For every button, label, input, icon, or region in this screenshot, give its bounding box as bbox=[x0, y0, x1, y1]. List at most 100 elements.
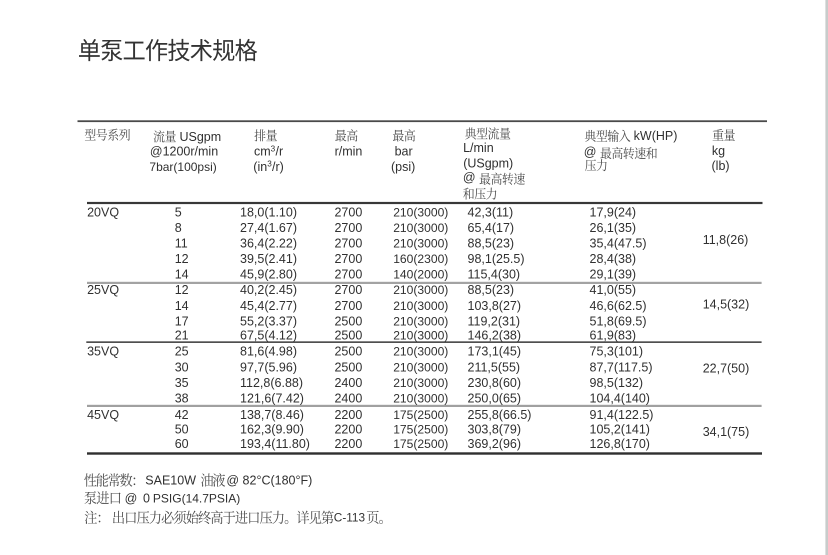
svg-text:42: 42 bbox=[175, 408, 189, 422]
svg-text:67,5(4.12): 67,5(4.12) bbox=[240, 329, 297, 343]
svg-text:210(3000): 210(3000) bbox=[393, 205, 448, 219]
svg-text:12: 12 bbox=[175, 283, 189, 297]
svg-text:210(3000): 210(3000) bbox=[393, 329, 448, 343]
svg-text:2500: 2500 bbox=[334, 344, 362, 358]
svg-text:20VQ: 20VQ bbox=[87, 205, 119, 219]
svg-text:21: 21 bbox=[175, 329, 189, 343]
svg-text:112,8(6.88): 112,8(6.88) bbox=[240, 376, 303, 390]
svg-text:2200: 2200 bbox=[334, 408, 362, 422]
svg-text:r/min: r/min bbox=[335, 145, 363, 159]
svg-text:2500: 2500 bbox=[334, 361, 362, 375]
svg-text:45,4(2.77): 45,4(2.77) bbox=[240, 299, 297, 313]
svg-text:38: 38 bbox=[175, 391, 189, 405]
svg-text:91,4(122.5): 91,4(122.5) bbox=[590, 408, 654, 422]
svg-text:(USgpm): (USgpm) bbox=[463, 157, 513, 171]
svg-text:2700: 2700 bbox=[334, 252, 362, 266]
svg-text:(lb): (lb) bbox=[712, 159, 730, 173]
svg-text:SAE10W: SAE10W bbox=[145, 474, 196, 488]
svg-text:121,6(7.42): 121,6(7.42) bbox=[240, 391, 304, 405]
svg-text:17,9(24): 17,9(24) bbox=[590, 205, 637, 219]
svg-text:34,1(75): 34,1(75) bbox=[703, 425, 750, 439]
svg-text:/r): /r) bbox=[272, 160, 284, 174]
svg-text:2700: 2700 bbox=[334, 221, 362, 235]
svg-text:98,5(132): 98,5(132) bbox=[590, 376, 644, 390]
svg-text:@: @ bbox=[463, 170, 476, 184]
svg-text:@1200r/min: @1200r/min bbox=[150, 145, 218, 159]
svg-text:2200: 2200 bbox=[334, 437, 362, 451]
svg-text:(psi): (psi) bbox=[391, 160, 415, 174]
svg-text:25: 25 bbox=[175, 344, 189, 358]
svg-text:@ 82°C(180°F): @ 82°C(180°F) bbox=[226, 474, 312, 488]
svg-text:26,1(35): 26,1(35) bbox=[590, 221, 637, 235]
svg-text:14: 14 bbox=[175, 268, 189, 282]
svg-text:60: 60 bbox=[175, 437, 189, 451]
svg-text:210(3000): 210(3000) bbox=[393, 299, 448, 313]
svg-text:0: 0 bbox=[143, 491, 150, 505]
svg-text:14: 14 bbox=[175, 299, 189, 313]
svg-text:104,4(140): 104,4(140) bbox=[590, 391, 650, 405]
svg-text:303,8(79): 303,8(79) bbox=[468, 422, 522, 436]
svg-text:55,2(3.37): 55,2(3.37) bbox=[240, 315, 297, 329]
svg-text:146,2(38): 146,2(38) bbox=[468, 329, 522, 343]
svg-text:12: 12 bbox=[175, 252, 189, 266]
svg-text:162,3(9.90): 162,3(9.90) bbox=[240, 422, 304, 436]
svg-text:210(3000): 210(3000) bbox=[393, 376, 448, 390]
svg-text:61,9(83): 61,9(83) bbox=[590, 329, 637, 343]
svg-text:119,2(31): 119,2(31) bbox=[468, 315, 521, 329]
svg-text:103,8(27): 103,8(27) bbox=[468, 299, 522, 313]
svg-text:45,9(2.80): 45,9(2.80) bbox=[240, 268, 297, 282]
svg-text:175(2500): 175(2500) bbox=[393, 422, 448, 436]
svg-text:173,1(45): 173,1(45) bbox=[468, 344, 522, 358]
svg-text:105,2(141): 105,2(141) bbox=[590, 422, 650, 436]
svg-text:140(2000): 140(2000) bbox=[393, 268, 448, 282]
svg-text:42,3(11): 42,3(11) bbox=[468, 205, 514, 219]
svg-text:2500: 2500 bbox=[334, 329, 362, 343]
svg-text:230,8(60): 230,8(60) bbox=[468, 376, 522, 390]
svg-text:138,7(8.46): 138,7(8.46) bbox=[240, 408, 304, 422]
svg-text:7bar(100psi): 7bar(100psi) bbox=[149, 160, 216, 174]
svg-text:bar: bar bbox=[395, 145, 413, 159]
svg-text:(in: (in bbox=[253, 160, 267, 174]
svg-text:11,8(26): 11,8(26) bbox=[703, 233, 749, 247]
svg-text:115,4(30): 115,4(30) bbox=[468, 268, 521, 282]
svg-text:35,4(47.5): 35,4(47.5) bbox=[590, 237, 647, 251]
svg-text:30: 30 bbox=[175, 361, 189, 375]
svg-text:8: 8 bbox=[175, 221, 182, 235]
svg-text:2200: 2200 bbox=[334, 422, 362, 436]
svg-text:35VQ: 35VQ bbox=[87, 344, 119, 358]
svg-text:88,5(23): 88,5(23) bbox=[468, 237, 515, 251]
svg-text:210(3000): 210(3000) bbox=[393, 361, 448, 375]
svg-text:2700: 2700 bbox=[334, 268, 362, 282]
svg-text:2400: 2400 bbox=[334, 376, 362, 390]
svg-text:kg: kg bbox=[712, 144, 725, 158]
svg-text:255,8(66.5): 255,8(66.5) bbox=[468, 408, 532, 422]
svg-text:75,3(101): 75,3(101) bbox=[590, 344, 644, 358]
svg-text:51,8(69.5): 51,8(69.5) bbox=[590, 315, 647, 329]
svg-text:2700: 2700 bbox=[334, 237, 362, 251]
svg-text:28,4(38): 28,4(38) bbox=[590, 252, 637, 266]
svg-text:2700: 2700 bbox=[334, 205, 362, 219]
svg-text:2700: 2700 bbox=[334, 299, 362, 313]
svg-text:97,7(5.96): 97,7(5.96) bbox=[240, 361, 297, 375]
svg-text:14,5(32): 14,5(32) bbox=[703, 298, 750, 312]
svg-text:87,7(117.5): 87,7(117.5) bbox=[590, 361, 653, 375]
svg-text:/r: /r bbox=[276, 145, 284, 159]
svg-text:USgpm: USgpm bbox=[179, 130, 221, 144]
svg-text:210(3000): 210(3000) bbox=[393, 221, 448, 235]
svg-text:41,0(55): 41,0(55) bbox=[590, 283, 637, 297]
svg-text:2500: 2500 bbox=[334, 315, 362, 329]
svg-text:40,2(2.45): 40,2(2.45) bbox=[240, 283, 297, 297]
svg-text:cm: cm bbox=[254, 145, 271, 159]
svg-text:210(3000): 210(3000) bbox=[393, 315, 448, 329]
svg-text:175(2500): 175(2500) bbox=[393, 437, 448, 451]
svg-text:2700: 2700 bbox=[334, 283, 362, 297]
svg-text:L/min: L/min bbox=[463, 141, 494, 155]
svg-text:C-113: C-113 bbox=[334, 511, 366, 525]
svg-text:50: 50 bbox=[175, 422, 189, 436]
svg-text:25VQ: 25VQ bbox=[87, 283, 119, 297]
svg-text:211,5(55): 211,5(55) bbox=[468, 361, 521, 375]
svg-text:250,0(65): 250,0(65) bbox=[468, 391, 522, 405]
svg-text:45VQ: 45VQ bbox=[87, 408, 119, 422]
svg-text:81,6(4.98): 81,6(4.98) bbox=[240, 344, 297, 358]
svg-text:36,4(2.22): 36,4(2.22) bbox=[240, 237, 297, 251]
